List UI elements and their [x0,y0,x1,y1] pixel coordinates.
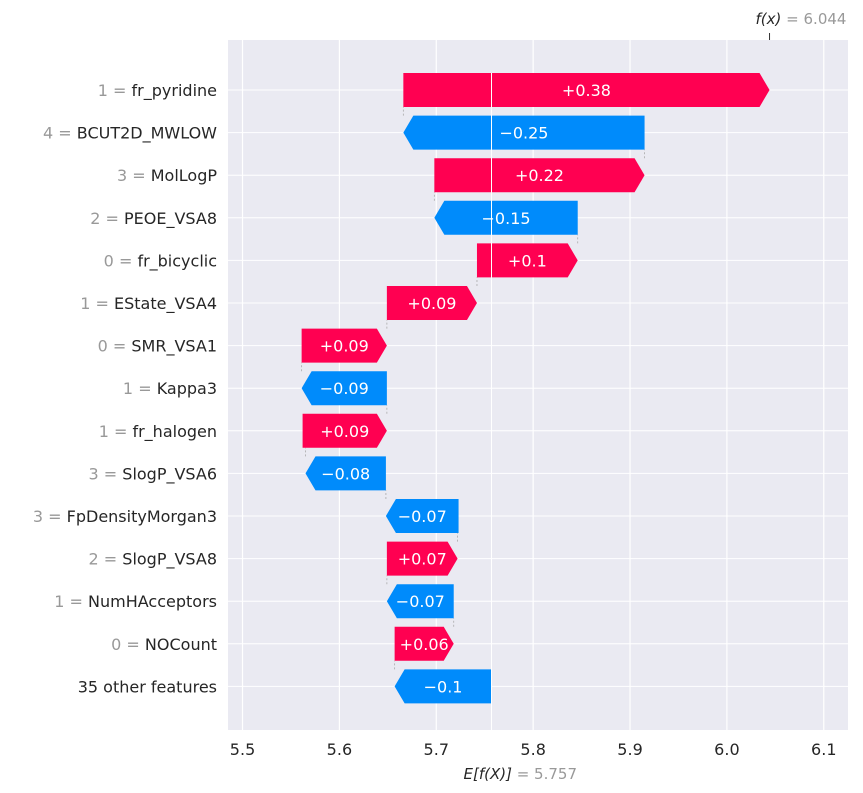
feature-value: 2 = [89,550,123,569]
fx-symbol: f(x) [756,10,782,28]
feature-value: 3 = [117,166,151,185]
feature-label: 1 = Kappa3 [123,379,217,398]
x-tick-label: 6.1 [811,740,836,759]
feature-label: 0 = NOCount [111,635,217,654]
feature-value: 4 = [43,124,77,143]
feature-name: NOCount [145,635,217,654]
feature-label: 2 = SlogP_VSA8 [89,550,217,570]
waterfall-bar [403,73,770,107]
feature-label: 1 = NumHAcceptors [54,592,217,611]
feature-label: 0 = fr_bicyclic [104,251,217,271]
feature-value: 1 = [99,422,133,441]
bar-value-label: +0.09 [407,294,456,313]
bar-value-label: +0.38 [562,81,611,100]
waterfall-bar [305,456,386,491]
waterfall-bar [386,541,458,576]
x-tick-label: 5.9 [617,740,642,759]
waterfall-bar [434,200,578,235]
feature-value: 1 = [98,81,132,100]
feature-label: 35 other features [78,677,217,696]
bar-value-label: +0.22 [515,166,564,185]
feature-name: SlogP_VSA8 [122,550,217,570]
feature-name: FpDensityMorgan3 [67,507,217,526]
feature-label: 3 = SlogP_VSA6 [89,464,217,484]
bar-value-label: −0.08 [321,464,370,483]
feature-name: fr_pyridine [132,81,217,101]
bar-value-label: −0.15 [482,209,531,228]
x-tick-label: 6.0 [714,740,739,759]
bar-value-label: −0.09 [320,379,369,398]
waterfall-bar [386,584,454,619]
feature-label: 1 = EState_VSA4 [80,294,217,314]
feature-value: 3 = [89,464,123,483]
bars: +0.38 −0.25 +0.22 −0.15 +0.1 +0.09 +0.09 −0.09 +… [301,73,770,704]
feature-name: SlogP_VSA6 [122,464,217,484]
x-tick-label: 5.7 [424,740,449,759]
bar-value-label: −0.25 [499,124,548,143]
feature-label: 4 = BCUT2D_MWLOW [43,124,217,144]
waterfall-bar [394,669,492,704]
bar-value-label: +0.1 [508,251,547,270]
waterfall-bar [403,115,645,150]
feature-label: 2 = PEOE_VSA8 [90,209,217,229]
waterfall-bar [385,499,459,533]
waterfall-bar [434,158,645,193]
waterfall-bar [301,328,387,363]
feature-label: 1 = fr_halogen [99,422,217,442]
feature-label: 0 = SMR_VSA1 [98,337,217,357]
feature-label: 1 = fr_pyridine [98,81,217,101]
feature-value: 0 = [111,635,145,654]
bar-value-label: −0.07 [396,592,445,611]
feature-name: fr_halogen [132,422,217,442]
waterfall-bar [386,286,477,320]
reference-markers: f(x) = 6.044 E[f(X)] = 5.757 [464,10,847,783]
feature-name: 35 other features [78,677,217,696]
feature-labels: 1 = fr_pyridine 4 = BCUT2D_MWLOW 3 = MolLo… [33,81,217,696]
x-tick-label: 5.5 [230,740,255,759]
feature-value: 1 = [123,379,157,398]
feature-name: Kappa3 [157,379,217,398]
feature-name: SMR_VSA1 [131,337,217,357]
feature-value: 0 = [98,337,132,356]
waterfall-bar [394,626,454,661]
fx-value: = 6.044 [781,10,846,28]
bar-value-label: +0.06 [400,635,449,654]
bar-value-label: +0.09 [320,422,369,441]
feature-name: MolLogP [151,166,218,185]
efx-label: E[f(X)] = 5.757 [464,765,578,783]
feature-name: PEOE_VSA8 [124,209,217,229]
waterfall-bar [301,371,387,406]
bar-value-label: +0.09 [320,337,369,356]
feature-name: NumHAcceptors [88,592,217,611]
waterfall-bar [476,243,578,278]
bar-value-label: −0.07 [398,507,447,526]
feature-label: 3 = FpDensityMorgan3 [33,507,217,526]
bar-value-label: −0.1 [424,677,463,696]
feature-value: 2 = [90,209,124,228]
connector-lines [301,107,645,670]
fx-label: f(x) = 6.044 [756,10,847,28]
x-tick-label: 5.8 [520,740,545,759]
feature-label: 3 = MolLogP [117,166,217,185]
feature-name: fr_bicyclic [137,251,217,271]
waterfall-bar [302,413,387,448]
x-tick-label: 5.6 [327,740,352,759]
efx-symbol: E[f(X)] [464,765,513,783]
feature-name: BCUT2D_MWLOW [77,124,217,144]
feature-value: 3 = [33,507,67,526]
bar-value-label: +0.07 [398,550,447,569]
feature-name: EState_VSA4 [114,294,217,314]
efx-value: = 5.757 [512,765,577,783]
feature-value: 1 = [54,592,88,611]
feature-value: 1 = [80,294,114,313]
x-axis-ticks: 5.5 5.6 5.7 5.8 5.9 6.0 6.1 [230,740,837,759]
feature-value: 0 = [104,251,138,270]
